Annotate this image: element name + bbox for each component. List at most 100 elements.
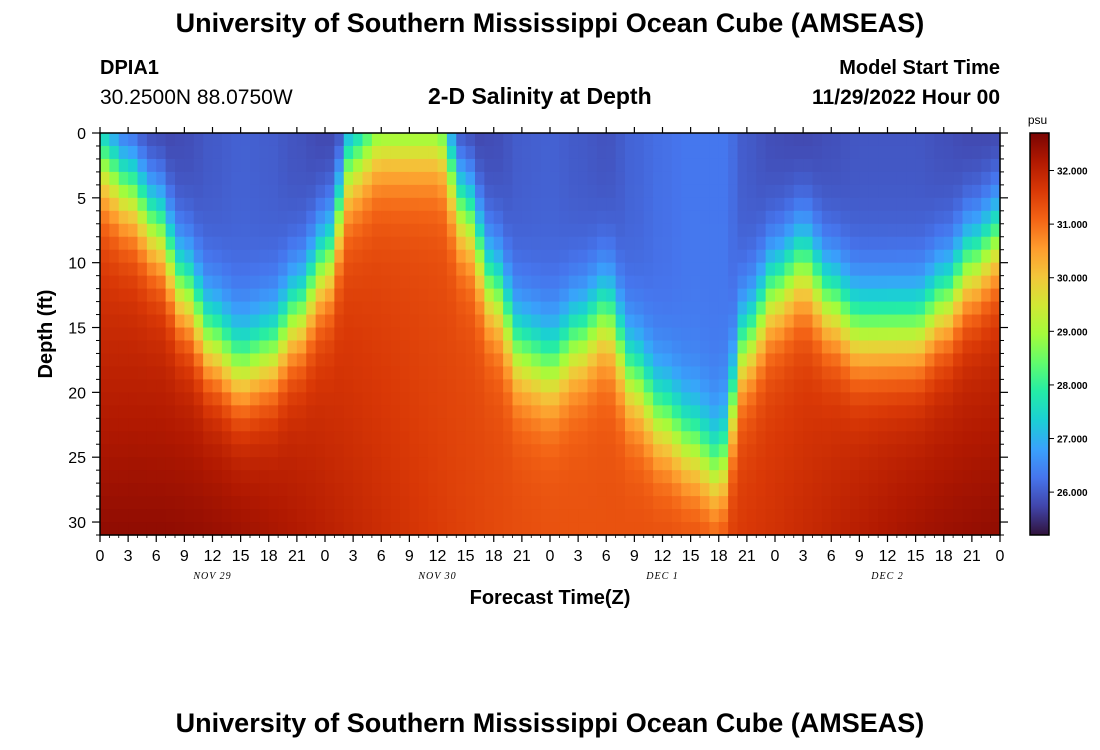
heatmap-cell bbox=[521, 184, 532, 199]
heatmap-cell bbox=[531, 431, 542, 445]
heatmap-cell bbox=[934, 353, 945, 368]
heatmap-cell bbox=[615, 314, 626, 329]
heatmap-cell bbox=[859, 483, 870, 497]
heatmap-cell bbox=[512, 275, 523, 290]
x-tick-label: 18 bbox=[935, 548, 953, 565]
heatmap-cell bbox=[653, 444, 664, 458]
heatmap-cell bbox=[568, 301, 579, 316]
x-tick-label: 18 bbox=[260, 548, 278, 565]
heatmap-cell bbox=[775, 509, 785, 523]
heatmap-cell bbox=[662, 483, 673, 497]
heatmap-cell bbox=[887, 210, 898, 225]
heatmap-cell bbox=[212, 327, 223, 342]
heatmap-cell bbox=[118, 340, 129, 355]
heatmap-cell bbox=[100, 353, 110, 368]
heatmap-cell bbox=[118, 327, 129, 342]
heatmap-cell bbox=[259, 366, 270, 380]
station-coordinates: 30.2500N 88.0750W bbox=[100, 86, 293, 109]
heatmap-cell bbox=[700, 314, 710, 329]
heatmap-cell bbox=[334, 496, 345, 510]
heatmap-cell bbox=[840, 171, 851, 186]
heatmap-cell bbox=[221, 496, 232, 510]
heatmap-cell bbox=[568, 184, 579, 199]
heatmap-cell bbox=[934, 327, 945, 342]
heatmap-cell bbox=[175, 288, 185, 303]
heatmap-cell bbox=[118, 509, 129, 523]
heatmap-cell bbox=[193, 392, 204, 406]
heatmap-cell bbox=[653, 133, 664, 147]
heatmap-cell bbox=[531, 483, 542, 497]
heatmap-cell bbox=[175, 379, 185, 393]
heatmap-cell bbox=[456, 210, 467, 225]
heatmap-cell bbox=[165, 275, 176, 290]
heatmap-cell bbox=[381, 236, 392, 251]
heatmap-cell bbox=[371, 314, 382, 329]
heatmap-cell bbox=[175, 158, 185, 173]
heatmap-cell bbox=[343, 275, 354, 290]
heatmap-cell bbox=[643, 249, 654, 264]
heatmap-cell bbox=[437, 145, 448, 160]
heatmap-cell bbox=[943, 457, 954, 471]
x-tick-label: 21 bbox=[513, 548, 531, 565]
heatmap-cell bbox=[943, 405, 954, 419]
heatmap-cell bbox=[212, 275, 223, 290]
heatmap-cell bbox=[793, 470, 804, 484]
heatmap-cell bbox=[446, 509, 457, 523]
heatmap-cell bbox=[784, 327, 795, 342]
heatmap-cell bbox=[568, 366, 579, 380]
heatmap-cell bbox=[165, 509, 176, 523]
heatmap-cell bbox=[990, 133, 1001, 147]
heatmap-cell bbox=[175, 197, 185, 212]
heatmap-cell bbox=[531, 236, 542, 251]
heatmap-cell bbox=[343, 288, 354, 303]
heatmap-cell bbox=[109, 145, 120, 160]
heatmap-cell bbox=[934, 405, 945, 419]
heatmap-cell bbox=[109, 470, 120, 484]
heatmap-cell bbox=[118, 366, 129, 380]
heatmap-cell bbox=[193, 457, 204, 471]
heatmap-cell bbox=[503, 327, 514, 342]
heatmap-cell bbox=[953, 509, 964, 523]
heatmap-cell bbox=[156, 301, 167, 316]
heatmap-cell bbox=[718, 483, 729, 497]
heatmap-cell bbox=[906, 288, 917, 303]
heatmap-cell bbox=[625, 133, 635, 147]
heatmap-cell bbox=[100, 301, 110, 316]
heatmap-cell bbox=[409, 496, 420, 510]
heatmap-cell bbox=[934, 457, 945, 471]
heatmap-cell bbox=[100, 509, 110, 523]
heatmap-cell bbox=[821, 431, 832, 445]
heatmap-cell bbox=[737, 353, 748, 368]
heatmap-cell bbox=[118, 392, 129, 406]
heatmap-cell bbox=[484, 145, 495, 160]
heatmap-cell bbox=[906, 171, 917, 186]
heatmap-cell bbox=[943, 145, 954, 160]
heatmap-cell bbox=[728, 392, 739, 406]
heatmap-cell bbox=[231, 184, 242, 199]
heatmap-cell bbox=[306, 197, 317, 212]
heatmap-cell bbox=[193, 288, 204, 303]
heatmap-cell bbox=[390, 210, 401, 225]
heatmap-cell bbox=[128, 223, 139, 238]
heatmap-cell bbox=[484, 236, 495, 251]
heatmap-cell bbox=[887, 327, 898, 342]
heatmap-cell bbox=[615, 197, 626, 212]
heatmap-cell bbox=[559, 145, 570, 160]
colorbar-tick-label: 30.000 bbox=[1057, 274, 1088, 285]
heatmap-cell bbox=[990, 392, 1001, 406]
heatmap-cell bbox=[671, 171, 682, 186]
heatmap-cell bbox=[700, 340, 710, 355]
heatmap-cell bbox=[831, 444, 842, 458]
heatmap-cell bbox=[737, 379, 748, 393]
heatmap-cell bbox=[240, 288, 251, 303]
heatmap-cell bbox=[278, 353, 289, 368]
heatmap-cell bbox=[250, 509, 260, 523]
heatmap-cell bbox=[371, 210, 382, 225]
heatmap-cell bbox=[296, 262, 307, 277]
heatmap-cell bbox=[718, 379, 729, 393]
heatmap-cell bbox=[221, 314, 232, 329]
heatmap-cell bbox=[868, 145, 879, 160]
heatmap-cell bbox=[484, 353, 495, 368]
heatmap-cell bbox=[662, 522, 673, 536]
heatmap-cell bbox=[568, 483, 579, 497]
